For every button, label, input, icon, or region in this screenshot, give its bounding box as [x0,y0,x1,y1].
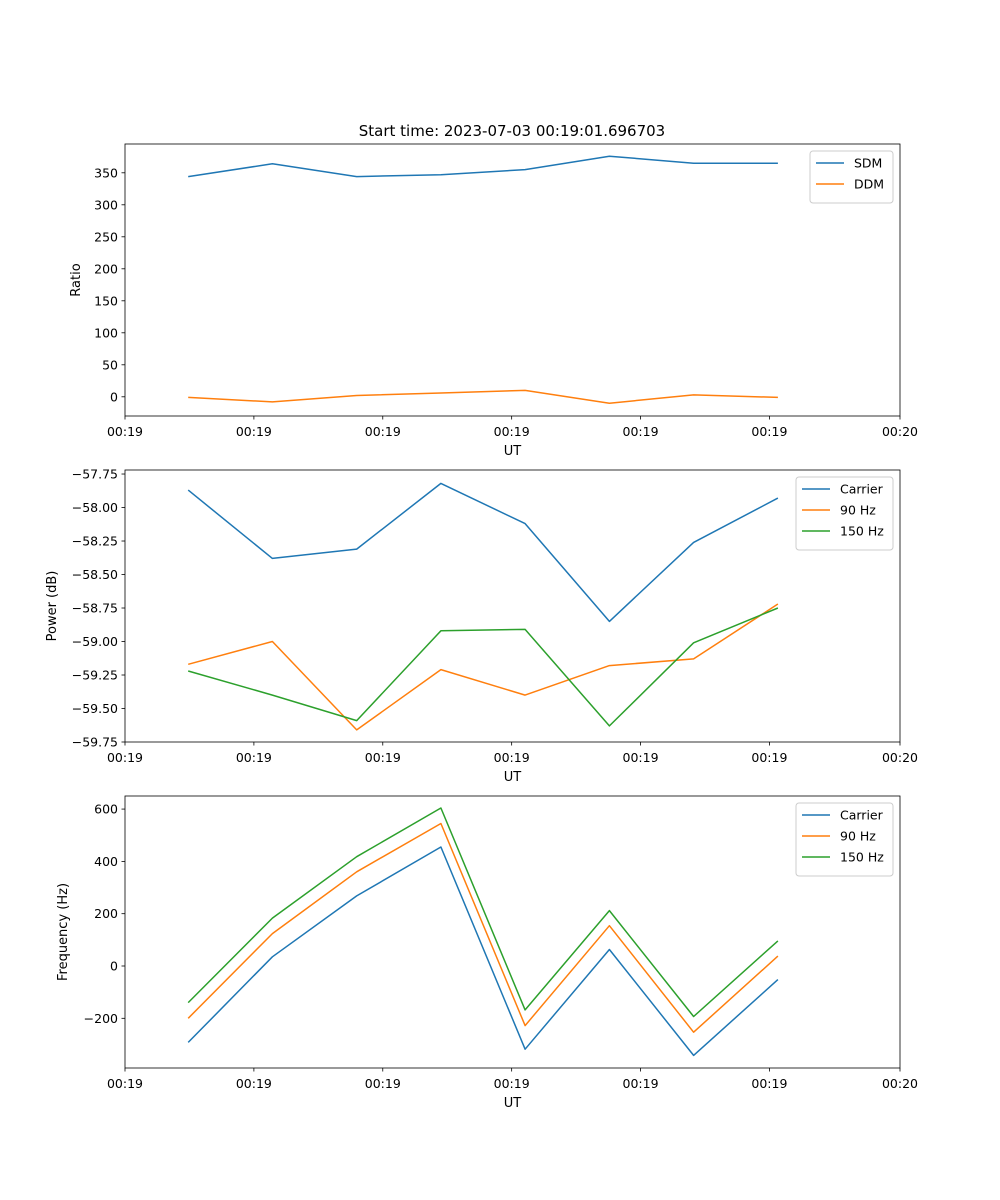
ratio-ytick-label: 350 [94,165,118,180]
power-ytick-label: −57.75 [72,467,118,482]
power-ytick-label: −58.00 [72,500,118,515]
ratio-ytick-label: 100 [94,325,118,340]
frequency-y-axis-label: Frequency (Hz) [56,883,71,981]
ratio-legend-frame [809,150,894,204]
frequency-series-150-hz-line [187,807,779,1018]
power-legend-label: 90 Hz [840,503,876,518]
frequency-ytick-label: 400 [94,854,118,869]
power-ytick-label: −58.75 [72,601,118,616]
power-axes-frame [124,469,901,743]
frequency-xtick-label: 00:19 [365,1076,401,1091]
ratio-xtick-label: 00:19 [365,424,401,439]
power-series-carrier-line [187,482,779,623]
frequency-series-carrier-line [187,846,779,1057]
ratio-ytick-label: 150 [94,293,118,308]
ratio-xtick-label: 00:19 [236,424,272,439]
ratio-ytick-label: 50 [102,357,118,372]
ratio-ytick-label: 250 [94,229,118,244]
power-xtick-label: 00:20 [882,750,918,765]
frequency-legend-label: 150 Hz [840,850,884,865]
frequency-x-axis-label: UT [504,1096,522,1111]
power-ytick-label: −58.25 [72,534,118,549]
ratio-y-axis-label: Ratio [69,263,84,296]
frequency-legend-label: Carrier [840,808,884,823]
ratio-ytick-label: 300 [94,197,118,212]
ratio-legend: SDM DDM [809,150,894,204]
power-ytick-label: −59.50 [72,701,118,716]
frequency-xtick-label: 00:19 [236,1076,272,1091]
frequency-xtick-label: 00:20 [882,1076,918,1091]
power-ytick-label: −59.25 [72,668,118,683]
power-y-axis-label: Power (dB) [45,571,60,642]
frequency-axes-frame [124,795,901,1069]
frequency-series-90-hz-line [187,822,779,1033]
power-ytick-label: −59.75 [72,735,118,750]
ratio-legend-label: DDM [854,177,884,192]
frequency-xtick-label: 00:19 [494,1076,530,1091]
ratio-ytick-label: 0 [110,389,118,404]
power-series-150-hz-line [187,607,779,727]
ratio-x-axis-label: UT [504,444,522,459]
power-xtick-label: 00:19 [494,750,530,765]
power-legend-label: Carrier [840,482,884,497]
power-panel: −57.75 −58.00 −58.25 −58.50 −58.75 −59.00 −59.… [45,467,918,785]
power-legend-label: 150 Hz [840,524,884,539]
ratio-series-sdm-line [188,155,778,178]
power-ytick-label: −58.50 [72,567,118,582]
power-x-axis-label: UT [504,770,522,785]
ratio-xtick-label: 00:19 [623,424,659,439]
power-ytick-label: −59.00 [72,634,118,649]
ratio-axes-frame [124,143,901,417]
power-xtick-label: 00:19 [236,750,272,765]
ratio-panel: 0 50 100 150 200 250 300 350 00:19 00:19 00:19 00:1… [69,143,918,459]
frequency-xtick-label: 00:19 [751,1076,787,1091]
figure-title: Start time: 2023-07-03 00:19:01.696703 [359,122,665,140]
ratio-ytick-label: 200 [94,261,118,276]
ratio-xtick-label: 00:19 [107,424,143,439]
ratio-xtick-label: 00:20 [882,424,918,439]
power-legend: Carrier 90 Hz 150 Hz [795,476,894,551]
ratio-xtick-label: 00:19 [494,424,530,439]
ratio-series-ddm-line [188,389,778,404]
frequency-xtick-label: 00:19 [107,1076,143,1091]
frequency-ytick-label: 0 [110,959,118,974]
frequency-legend-label: 90 Hz [840,829,876,844]
frequency-ytick-label: 200 [94,906,118,921]
frequency-panel: −200 0 200 400 600 00:19 00:19 00:19 00:19 00:19 0… [56,795,918,1111]
ratio-xtick-label: 00:19 [751,424,787,439]
frequency-legend: Carrier 90 Hz 150 Hz [795,802,894,877]
power-xtick-label: 00:19 [623,750,659,765]
frequency-ytick-label: 600 [94,802,118,817]
power-xtick-label: 00:19 [107,750,143,765]
power-xtick-label: 00:19 [365,750,401,765]
power-xtick-label: 00:19 [751,750,787,765]
ratio-legend-label: SDM [854,156,882,171]
power-series-90-hz-line [188,603,779,731]
frequency-ytick-label: −200 [84,1011,118,1026]
frequency-xtick-label: 00:19 [623,1076,659,1091]
